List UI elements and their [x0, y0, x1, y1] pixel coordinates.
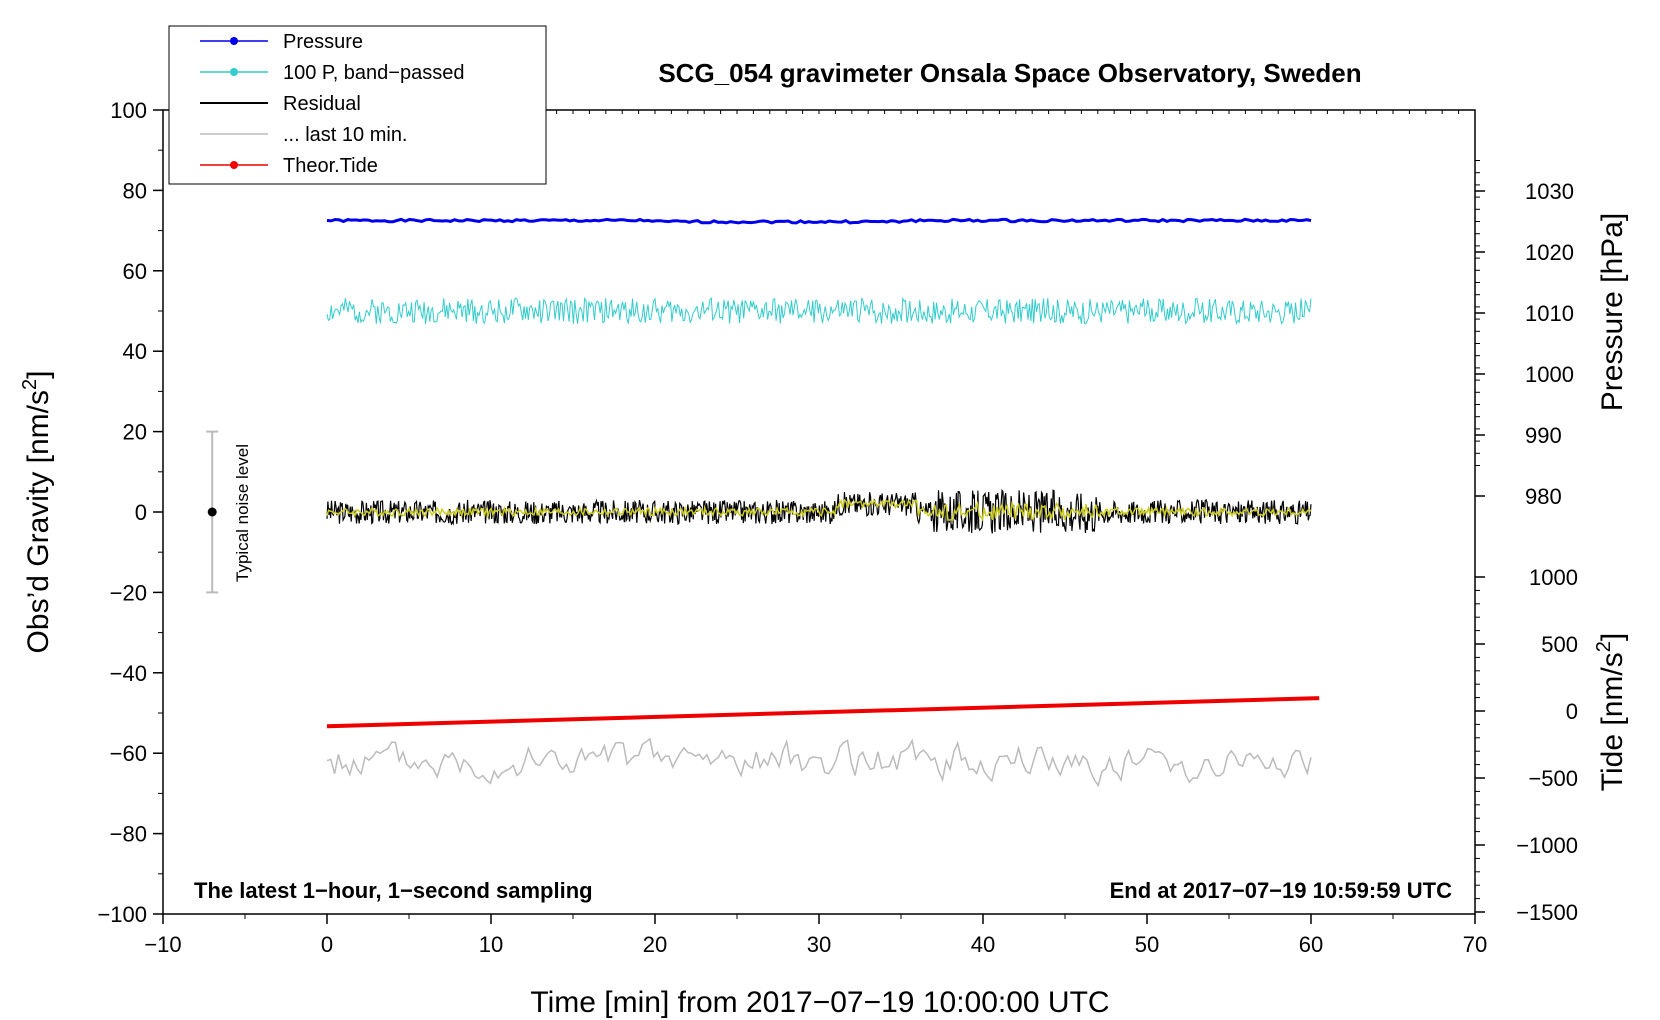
series-line-residual-smoothed: [326, 498, 1312, 522]
pressure-tick-label: 1000: [1525, 362, 1574, 387]
pressure-tick-label: 1020: [1525, 240, 1574, 265]
series-line-theor-tide: [326, 696, 1320, 729]
tide-tick-label: −1000: [1516, 833, 1578, 858]
y-tick-label: −40: [110, 661, 147, 686]
y-tick-label: −20: [110, 580, 147, 605]
minor-ticks: [158, 109, 1480, 919]
y-axis-ticks: −100 −80 −60 −40 −20 0 20 40 60 80 100: [97, 98, 163, 927]
legend-marker: [230, 37, 238, 45]
y-tick-label: 80: [123, 178, 147, 203]
tide-axis-ticks: −1500 −1000 −500 0 500 1000: [1475, 565, 1578, 925]
y-axis-title: Obs’d Gravity [nm/s2]: [19, 371, 55, 654]
x-tick-label: 70: [1463, 932, 1487, 957]
legend-label: Theor.Tide: [283, 155, 378, 177]
y-tick-label: 0: [135, 500, 147, 525]
tide-axis-title-sup: 2: [1593, 641, 1615, 652]
series-line-100-p-band-passed: [326, 296, 1312, 326]
y-tick-label: −80: [110, 822, 147, 847]
legend-box: [168, 25, 547, 185]
x-tick-label: 50: [1135, 932, 1159, 957]
tide-tick-label: −1500: [1516, 900, 1578, 925]
chart-title: SCG_054 gravimeter Onsala Space Observat…: [658, 58, 1361, 88]
pressure-tick-label: 980: [1525, 484, 1562, 509]
x-axis-title: Time [min] from 2017−07−19 10:00:00 UTC: [530, 986, 1109, 1019]
noise-bar-center: [207, 507, 217, 517]
tide-tick-label: −500: [1528, 766, 1578, 791]
y-tick-label: 100: [110, 98, 147, 123]
x-tick-label: 20: [643, 932, 667, 957]
y-tick-label: −100: [97, 902, 147, 927]
legend-label: Pressure: [283, 31, 363, 53]
y-axis-title-sup: 2: [19, 379, 41, 390]
x-tick-label: 60: [1299, 932, 1323, 957]
tide-tick-label: 1000: [1529, 565, 1578, 590]
pressure-tick-label: 1010: [1525, 301, 1574, 326]
legend: Pressure 100 P, band−passed Residual ... la…: [168, 25, 547, 185]
x-tick-label: 10: [479, 932, 503, 957]
tide-tick-label: 0: [1566, 699, 1578, 724]
tide-axis-title-end: ]: [1596, 633, 1629, 641]
tide-axis-title: Tide [nm/s2]: [1593, 633, 1629, 791]
series-line-pressure: [326, 217, 1312, 225]
pressure-tick-label: 1030: [1525, 179, 1574, 204]
x-tick-label: 0: [321, 932, 333, 957]
legend-label: Residual: [283, 93, 361, 115]
pressure-axis-title: Pressure [hPa]: [1596, 213, 1629, 411]
tide-tick-label: 500: [1541, 632, 1578, 657]
legend-label: ... last 10 min.: [283, 124, 408, 146]
legend-label: 100 P, band−passed: [283, 62, 464, 84]
y-tick-label: −60: [110, 741, 147, 766]
y-axis-title-main: Obs’d Gravity [nm/s: [22, 390, 55, 653]
legend-marker: [230, 68, 238, 76]
pressure-tick-label: 990: [1525, 423, 1562, 448]
tide-axis-title-main: Tide [nm/s: [1596, 652, 1629, 791]
noise-level-label: Typical noise level: [233, 444, 252, 582]
y-tick-label: 20: [123, 420, 147, 445]
y-tick-label: 60: [123, 259, 147, 284]
pressure-axis-ticks: 980 990 1000 1010 1020 1030: [1475, 179, 1574, 509]
x-tick-label: 30: [807, 932, 831, 957]
annotation-right: End at 2017−07−19 10:59:59 UTC: [1110, 878, 1453, 903]
noise-level-bar: [206, 430, 219, 594]
y-tick-label: 40: [123, 339, 147, 364]
x-axis-ticks: −10 0 10 20 30 40 50 60 70: [144, 914, 1487, 957]
legend-marker: [230, 161, 238, 169]
series-group: [326, 217, 1320, 788]
x-tick-label: 40: [971, 932, 995, 957]
x-tick-label: −10: [144, 932, 181, 957]
annotation-left: The latest 1−hour, 1−second sampling: [194, 878, 593, 903]
y-axis-title-end: ]: [22, 371, 55, 379]
series-line-last-10-min: [326, 737, 1312, 788]
